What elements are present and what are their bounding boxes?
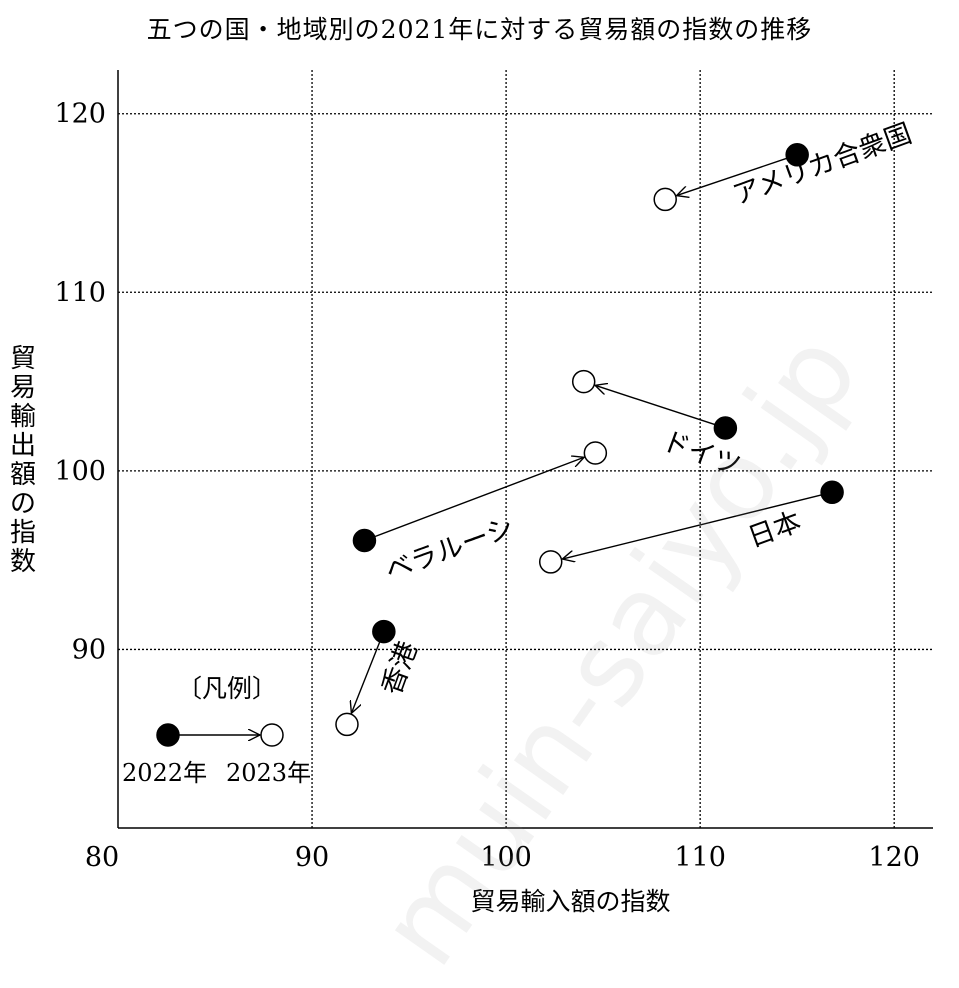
series-label: ベラルーシ <box>381 512 518 587</box>
point-2022 <box>353 530 375 552</box>
series-arrow <box>595 385 715 424</box>
series-label: アメリカ合衆国 <box>729 118 916 211</box>
x-tick-label: 110 <box>674 842 726 873</box>
point-2023 <box>584 442 606 464</box>
legend-point-2023 <box>261 724 283 746</box>
point-2023 <box>654 188 676 210</box>
series-arrow <box>351 642 379 713</box>
point-2023 <box>573 371 595 393</box>
y-tick-label: 110 <box>54 277 106 308</box>
x-tick-label: 90 <box>295 842 329 873</box>
point-2023 <box>540 551 562 573</box>
series-label: 香港 <box>376 638 424 699</box>
point-2022 <box>373 621 395 643</box>
x-tick-label: 100 <box>480 842 532 873</box>
legend-title: 〔凡例〕 <box>177 674 277 703</box>
x-tick-label: 80 <box>85 842 119 873</box>
y-tick-label: 90 <box>72 634 106 665</box>
point-2022 <box>821 481 843 503</box>
point-2022 <box>714 417 736 439</box>
y-tick-label: 100 <box>54 456 106 487</box>
legend-point-2022 <box>157 724 179 746</box>
point-2023 <box>336 713 358 735</box>
y-tick-label: 120 <box>54 99 106 130</box>
x-axis-label: 貿易輸入額の指数 <box>470 887 670 916</box>
series-label: 日本 <box>744 506 805 554</box>
legend-label-2023: 2023年 <box>226 759 311 787</box>
legend-label-2022: 2022年 <box>122 759 207 787</box>
x-tick-label: 120 <box>868 842 920 873</box>
